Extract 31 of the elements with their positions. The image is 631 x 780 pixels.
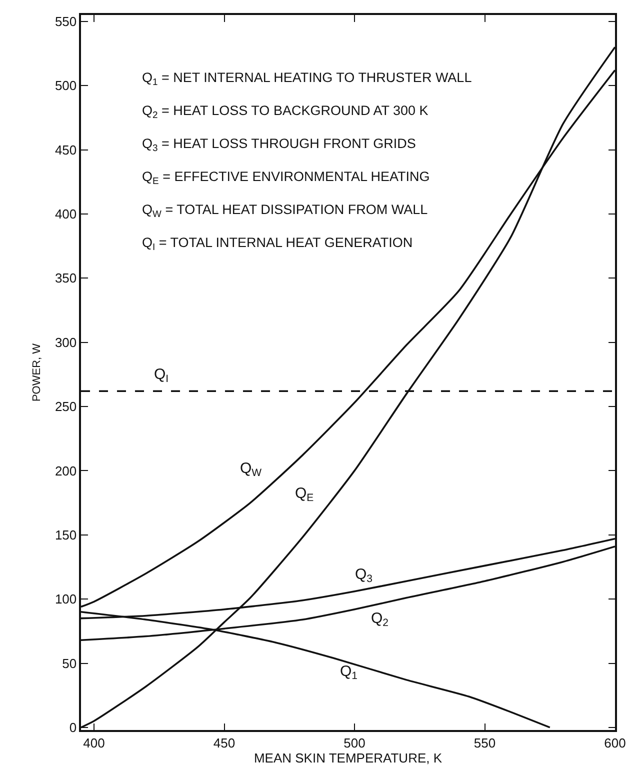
series-label: Q$_{2}$ [371, 610, 389, 630]
series-label: Q$_{W}$ [240, 460, 262, 480]
y-tick-label: 500 [54, 78, 77, 94]
y-tick-label: 0 [69, 720, 77, 735]
annotation: Q$_{2}$ = HEAT LOSS TO BACKGROUND AT 300 K [142, 103, 428, 121]
y-tick-label: 150 [54, 527, 77, 542]
y-tick-label: 250 [54, 399, 77, 414]
x-tick-label: 400 [83, 735, 105, 750]
annotation: Q$_{1}$ = NET INTERNAL HEATING TO THRUSTER WALL [142, 70, 472, 88]
y-tick-label: 400 [54, 206, 77, 222]
annotation: Q$_{W}$ = TOTAL HEAT DISSIPATION FROM WALL [142, 202, 428, 220]
x-tick-label: 450 [213, 735, 236, 750]
x-tick-label: 550 [474, 735, 496, 750]
x-axis-title: MEAN SKIN TEMPERATURE, K [254, 750, 442, 766]
y-tick-label: 450 [54, 142, 77, 158]
y-tick-label: 550 [54, 14, 77, 29]
series-label: Q$_{E}$ [295, 485, 314, 504]
series-label: Q$_{3}$ [355, 566, 373, 586]
x-tick-label: 500 [344, 735, 366, 750]
annotation: Q$_{I}$ = TOTAL INTERNAL HEAT GENERATION [142, 235, 413, 253]
y-tick-label: 200 [54, 463, 77, 478]
annotation: Q$_{E}$ = EFFECTIVE ENVIRONMENTAL HEATING [142, 169, 430, 187]
y-tick-label: 50 [62, 656, 77, 671]
y-tick-label: 100 [54, 592, 77, 607]
y-axis-title: POWER, W [31, 342, 44, 402]
ref-line-label: Q$_{I}$ [154, 366, 169, 386]
y-tick-label: 350 [54, 270, 77, 286]
annotation: Q$_{3}$ = HEAT LOSS THROUGH FRONT GRIDS [142, 136, 416, 154]
y-tick-label: 300 [54, 334, 77, 350]
series-label: Q$_{1}$ [340, 663, 358, 682]
x-tick-label: 600 [604, 735, 626, 750]
